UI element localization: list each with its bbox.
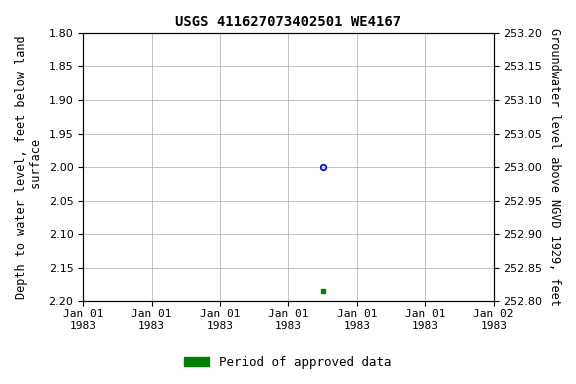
Title: USGS 411627073402501 WE4167: USGS 411627073402501 WE4167 bbox=[175, 15, 401, 29]
Y-axis label: Depth to water level, feet below land
 surface: Depth to water level, feet below land su… bbox=[15, 35, 43, 299]
Legend: Period of approved data: Period of approved data bbox=[179, 351, 397, 374]
Y-axis label: Groundwater level above NGVD 1929, feet: Groundwater level above NGVD 1929, feet bbox=[548, 28, 561, 306]
